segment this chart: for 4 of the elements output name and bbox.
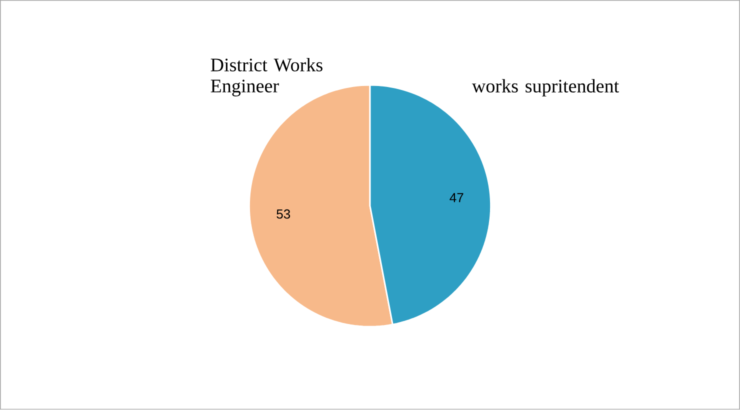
- data-label: 53: [276, 210, 290, 219]
- data-label: 47: [450, 193, 464, 202]
- slice-label: works supritendent: [472, 79, 619, 97]
- slice-label: District Works Engineer: [210, 58, 322, 97]
